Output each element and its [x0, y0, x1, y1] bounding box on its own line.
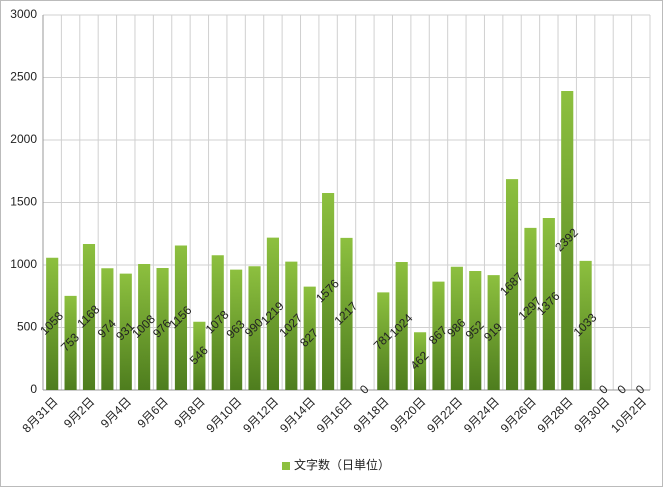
bar: [101, 268, 114, 390]
bar: [211, 255, 224, 390]
legend-swatch: [282, 462, 290, 470]
bar: [414, 332, 427, 390]
bar: [193, 321, 206, 390]
bar: [266, 237, 279, 390]
y-tick-label: 1500: [10, 195, 37, 209]
bar: [138, 264, 151, 390]
bar: [377, 292, 390, 390]
bar: [174, 245, 188, 390]
y-tick-label: 0: [30, 382, 37, 396]
bar: [561, 91, 574, 390]
bar: [82, 244, 96, 390]
y-tick-label: 500: [17, 320, 37, 334]
bar: [542, 218, 555, 390]
bar: [46, 257, 59, 390]
bar: [156, 268, 169, 390]
bar: [487, 275, 500, 390]
bar: [322, 193, 335, 390]
bar: [395, 262, 408, 390]
bar: [230, 269, 243, 390]
bar: [505, 179, 519, 390]
bar: [432, 281, 445, 390]
y-tick-label: 3000: [10, 7, 37, 21]
bar: [303, 286, 316, 390]
bar: [469, 271, 482, 390]
y-tick-label: 1000: [10, 257, 37, 271]
bar: [285, 261, 298, 390]
bar: [64, 295, 77, 390]
bar: [119, 273, 132, 390]
y-tick-label: 2500: [10, 70, 37, 84]
bar: [524, 227, 537, 390]
y-tick-label: 2000: [10, 132, 37, 146]
legend-label: 文字数（日単位）: [294, 457, 390, 472]
bar: [579, 260, 592, 390]
bar: [450, 266, 463, 390]
bar: [248, 266, 261, 390]
bar: [340, 237, 353, 390]
